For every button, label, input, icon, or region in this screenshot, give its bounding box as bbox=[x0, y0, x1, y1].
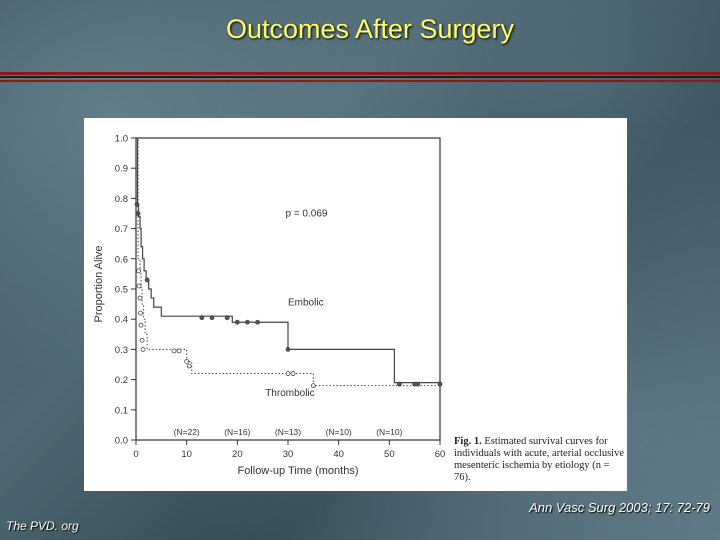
censor-mark-embolic bbox=[285, 346, 291, 352]
y-tick-label: 0.9 bbox=[115, 164, 128, 175]
at-risk-label: (N=10) bbox=[376, 427, 402, 437]
censor-mark-thrombolic bbox=[176, 348, 182, 354]
censor-mark-embolic bbox=[224, 315, 230, 321]
y-tick-label: 0.2 bbox=[115, 375, 128, 386]
x-tick-label: 60 bbox=[435, 449, 446, 460]
at-risk-label: (N=10) bbox=[326, 427, 352, 437]
y-tick-label: 1.0 bbox=[115, 134, 128, 145]
censor-mark-thrombolic bbox=[290, 371, 296, 376]
x-tick-label: 0 bbox=[133, 449, 138, 460]
survival-chart: 0.0 0.1 0.2 0.3 0.4 0.5 0.6 0.7 0.8 0.9 1.0 0 10 20 30… bbox=[93, 134, 446, 478]
series-line-thrombolic bbox=[136, 137, 440, 387]
figure-panel: 0.0 0.1 0.2 0.3 0.4 0.5 0.6 0.7 0.8 0.9 1.0 0 10 20 30… bbox=[84, 118, 627, 491]
y-tick-label: 0.3 bbox=[115, 345, 128, 356]
series-label-thrombolic: Thrombolic bbox=[265, 388, 314, 399]
x-tick-label: 10 bbox=[181, 449, 192, 460]
censor-mark-thrombolic bbox=[137, 295, 143, 301]
y-tick-label: 0.0 bbox=[115, 436, 128, 447]
figure-caption: Fig. 1. Estimated survival curves for in… bbox=[454, 436, 626, 484]
censor-mark-embolic bbox=[199, 315, 205, 321]
x-axis-label: Follow-up Time (months) bbox=[237, 465, 358, 477]
y-tick-label: 0.7 bbox=[115, 224, 128, 235]
censor-mark-thrombolic bbox=[285, 371, 291, 376]
y-tick-label: 0.4 bbox=[115, 315, 128, 326]
censor-mark-embolic bbox=[437, 381, 443, 387]
censor-mark-thrombolic bbox=[138, 310, 143, 316]
series-label-embolic: Embolic bbox=[288, 298, 324, 309]
at-risk-label: (N=22) bbox=[174, 427, 200, 437]
x-tick-label: 20 bbox=[232, 449, 243, 460]
citation: Ann Vasc Surg 2003; 17: 72-79 bbox=[529, 500, 710, 515]
x-tick-label: 40 bbox=[333, 449, 344, 460]
censor-mark-thrombolic bbox=[184, 359, 190, 364]
y-tick-label: 0.8 bbox=[115, 194, 128, 205]
figure-caption-label: Fig. 1. bbox=[454, 436, 482, 447]
censor-mark-embolic bbox=[209, 315, 215, 321]
censor-mark-thrombolic bbox=[171, 348, 177, 354]
censor-mark-embolic bbox=[245, 319, 250, 325]
y-tick-label: 0.6 bbox=[115, 254, 128, 265]
censor-mark-thrombolic bbox=[136, 268, 141, 274]
censor-mark-thrombolic bbox=[138, 322, 144, 328]
p-value-annotation: p = 0.069 bbox=[285, 209, 327, 220]
x-tick-label: 30 bbox=[283, 449, 294, 460]
censor-mark-embolic bbox=[255, 319, 261, 325]
y-tick-label: 0.5 bbox=[115, 285, 128, 296]
x-tick-label: 50 bbox=[384, 449, 395, 460]
y-tick-label: 0.1 bbox=[115, 405, 128, 416]
title-rule-bottom bbox=[0, 80, 720, 82]
censor-mark-embolic bbox=[144, 277, 150, 283]
y-axis-label: Proportion Alive bbox=[93, 245, 105, 322]
slide-title: Outcomes After Surgery bbox=[225, 14, 515, 44]
series-line-embolic bbox=[136, 137, 440, 384]
censor-mark-thrombolic bbox=[139, 337, 145, 343]
censor-mark-thrombolic bbox=[136, 283, 142, 289]
at-risk-label: (N=13) bbox=[275, 427, 301, 437]
figure-caption-text: Estimated survival curves for individual… bbox=[454, 436, 624, 483]
censor-mark-thrombolic bbox=[140, 346, 146, 352]
censor-mark-thrombolic bbox=[186, 363, 192, 369]
at-risk-label: (N=16) bbox=[224, 427, 250, 437]
footer-site: The PVD. org bbox=[6, 519, 79, 533]
censor-mark-thrombolic bbox=[310, 383, 316, 389]
title-rule-middle bbox=[0, 76, 720, 78]
censor-mark-embolic bbox=[234, 319, 240, 325]
title-rule-top bbox=[0, 72, 720, 75]
